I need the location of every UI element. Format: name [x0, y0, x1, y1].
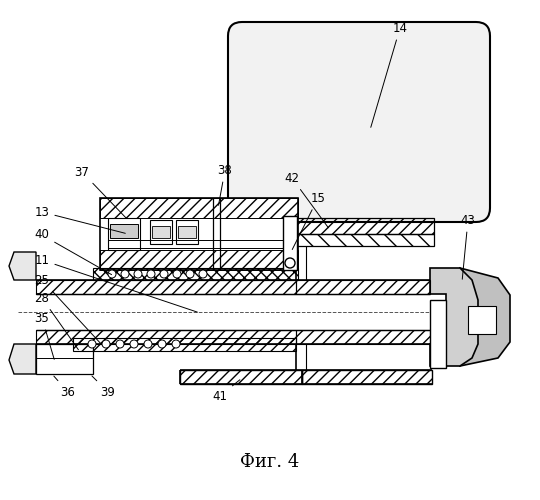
- Bar: [152, 226, 170, 238]
- Bar: [178, 226, 196, 238]
- FancyBboxPatch shape: [228, 22, 490, 222]
- Bar: [150, 220, 172, 244]
- Circle shape: [116, 340, 124, 348]
- Text: 13: 13: [35, 206, 125, 234]
- Bar: [296, 280, 430, 294]
- Text: 41: 41: [213, 380, 240, 402]
- Text: 25: 25: [35, 274, 101, 344]
- Circle shape: [173, 270, 181, 278]
- Text: Фиг. 4: Фиг. 4: [240, 453, 300, 471]
- Text: 40: 40: [35, 228, 112, 274]
- Polygon shape: [9, 252, 36, 280]
- Circle shape: [130, 340, 138, 348]
- Circle shape: [186, 270, 194, 278]
- Bar: [296, 218, 434, 234]
- Bar: [110, 224, 138, 238]
- Bar: [93, 268, 298, 280]
- Bar: [36, 280, 296, 294]
- Bar: [100, 198, 298, 218]
- Bar: [100, 250, 298, 270]
- Bar: [100, 198, 298, 270]
- Circle shape: [160, 270, 168, 278]
- Bar: [430, 300, 446, 368]
- Bar: [296, 330, 430, 344]
- Text: 11: 11: [35, 254, 197, 312]
- Circle shape: [88, 340, 96, 348]
- Polygon shape: [460, 268, 510, 366]
- Text: 39: 39: [92, 376, 116, 398]
- Circle shape: [172, 340, 180, 348]
- Text: 37: 37: [75, 166, 126, 218]
- Text: 36: 36: [54, 376, 76, 398]
- Bar: [468, 306, 496, 334]
- Bar: [73, 338, 296, 351]
- Bar: [108, 218, 140, 250]
- Bar: [180, 370, 302, 384]
- Polygon shape: [430, 268, 478, 366]
- Circle shape: [147, 270, 155, 278]
- Text: 38: 38: [218, 164, 232, 205]
- Circle shape: [285, 258, 295, 268]
- Bar: [296, 234, 434, 246]
- Circle shape: [102, 340, 110, 348]
- Text: 28: 28: [35, 292, 78, 350]
- Text: 42: 42: [285, 172, 328, 228]
- Polygon shape: [9, 344, 36, 374]
- Text: 35: 35: [35, 312, 54, 360]
- Circle shape: [144, 340, 152, 348]
- Circle shape: [108, 270, 116, 278]
- Text: 15: 15: [292, 192, 326, 250]
- Bar: [36, 344, 93, 374]
- Bar: [302, 370, 432, 384]
- Circle shape: [121, 270, 129, 278]
- Bar: [176, 220, 198, 244]
- Circle shape: [199, 270, 207, 278]
- Bar: [283, 216, 297, 270]
- Circle shape: [158, 340, 166, 348]
- Text: 43: 43: [461, 214, 475, 279]
- Text: 14: 14: [371, 22, 408, 128]
- Circle shape: [134, 270, 142, 278]
- Bar: [36, 330, 296, 344]
